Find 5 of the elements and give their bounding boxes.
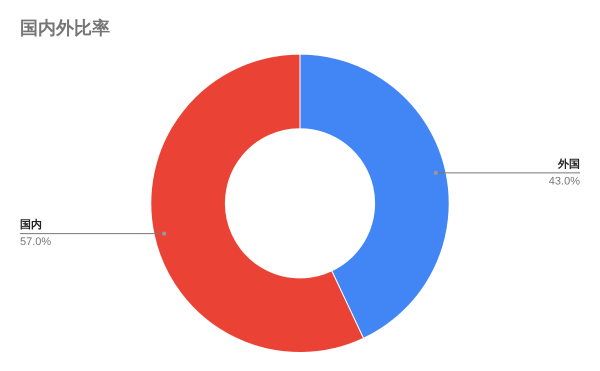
data-label: 57.0% — [20, 236, 52, 248]
slice-label: 外国 — [557, 157, 580, 170]
data-label: 43.0% — [548, 175, 580, 188]
chart-title: 国内外比率 — [20, 18, 110, 38]
slice-label: 国内 — [20, 218, 42, 232]
